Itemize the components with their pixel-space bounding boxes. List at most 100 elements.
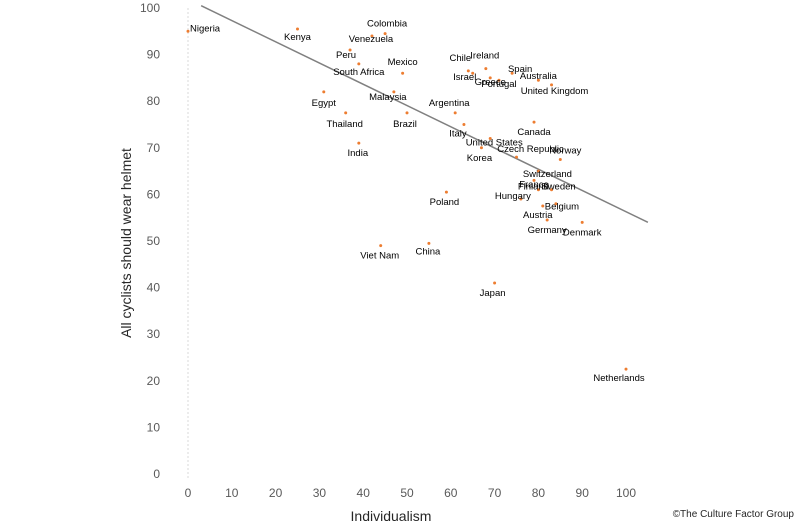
point-label: South Africa [333,67,385,78]
data-point [357,62,361,66]
data-point [536,78,540,82]
point-label: Switzerland [523,169,572,180]
point-label: Canada [517,127,551,138]
data-point [532,120,536,124]
x-tick-label: 0 [185,486,192,500]
x-tick-label: 30 [313,486,327,500]
point-label: Colombia [367,19,408,30]
point-label: Austria [523,210,553,221]
data-point [545,218,549,222]
x-tick-label: 20 [269,486,283,500]
y-axis-title: All cyclists should wear helmet [118,148,134,338]
x-tick-label: 10 [225,486,239,500]
y-tick-label: 90 [147,48,161,62]
point-label: France [519,179,549,190]
point-label: Peru [336,50,356,61]
point-label: United States [466,137,523,148]
data-point [580,220,584,224]
x-tick-label: 100 [616,486,636,500]
data-point [519,197,523,201]
point-label: Australia [520,71,558,82]
data-point [488,76,492,80]
point-label: Kenya [284,32,312,43]
point-label: Finland [518,182,549,193]
data-point [471,71,475,75]
data-point [379,244,383,248]
point-label: Sweden [541,182,575,193]
point-label: United Kingdom [521,86,589,97]
y-tick-label: 0 [153,467,160,481]
data-point [536,188,540,192]
y-tick-label: 40 [147,281,161,295]
data-point [370,34,374,38]
data-point [357,141,361,145]
data-point [541,204,545,208]
data-point [554,202,558,206]
data-point [479,146,483,150]
point-label: Malaysia [369,92,407,103]
x-axis-title: Individualism [351,508,432,522]
data-point [296,27,299,31]
y-tick-label: 20 [147,374,161,388]
data-point [550,83,554,87]
point-label: Netherlands [593,373,644,384]
point-label: Nigeria [190,23,221,34]
point-label: Portugal [481,79,516,90]
point-label: Poland [430,197,460,208]
x-tick-label: 90 [576,486,590,500]
copyright-text: ©The Culture Factor Group [673,509,795,520]
data-point [497,78,501,82]
data-point [624,367,628,371]
data-point [550,188,554,192]
point-label: Germany [528,225,567,236]
data-point [515,155,518,159]
data-point [444,190,448,194]
point-label: China [415,246,441,257]
data-point [401,71,405,75]
x-tick-label: 70 [488,486,502,500]
data-point [558,157,562,161]
y-tick-label: 30 [147,327,161,341]
point-label: Mexico [388,57,418,68]
data-point [322,90,326,94]
y-tick-label: 50 [147,234,161,248]
point-label: Ireland [470,51,499,62]
x-axis-ticks: 0 10 20 30 40 50 60 70 80 90 100 [185,486,637,500]
data-point [484,67,488,71]
data-point [532,178,536,182]
data-point [348,48,352,52]
point-label: Thailand [326,119,362,130]
x-tick-label: 60 [444,486,458,500]
point-label: Denmark [563,227,602,238]
point-label: Viet Nam [360,251,399,262]
point-label: Brazil [393,119,417,130]
point-label: Egypt [312,98,337,109]
data-point [405,111,409,115]
point-label: Korea [467,153,493,164]
point-label: Spain [508,64,532,75]
data-point [453,111,457,115]
x-tick-label: 40 [357,486,371,500]
data-point [383,32,387,36]
trendline [200,4,649,224]
data-point [344,111,348,115]
point-label: Greece [475,77,506,88]
data-point [186,29,190,33]
data-point [493,281,497,285]
data-point [462,123,466,126]
data-point [392,90,396,94]
data-point [427,241,431,245]
y-tick-label: 80 [147,94,161,108]
y-tick-label: 60 [147,187,161,201]
point-label: Israel [453,72,476,83]
point-label: Czech Republic [497,144,564,155]
point-label: Italy [449,129,467,140]
point-labels: Nigeria Kenya Colombia Venezuela Peru South A… [190,19,645,385]
data-points [186,27,628,371]
y-tick-label: 70 [147,141,161,155]
point-label: Japan [480,288,506,299]
data-point [488,136,492,140]
point-label: Argentina [429,98,470,109]
y-tick-label: 100 [140,1,160,15]
x-tick-label: 50 [400,486,414,500]
